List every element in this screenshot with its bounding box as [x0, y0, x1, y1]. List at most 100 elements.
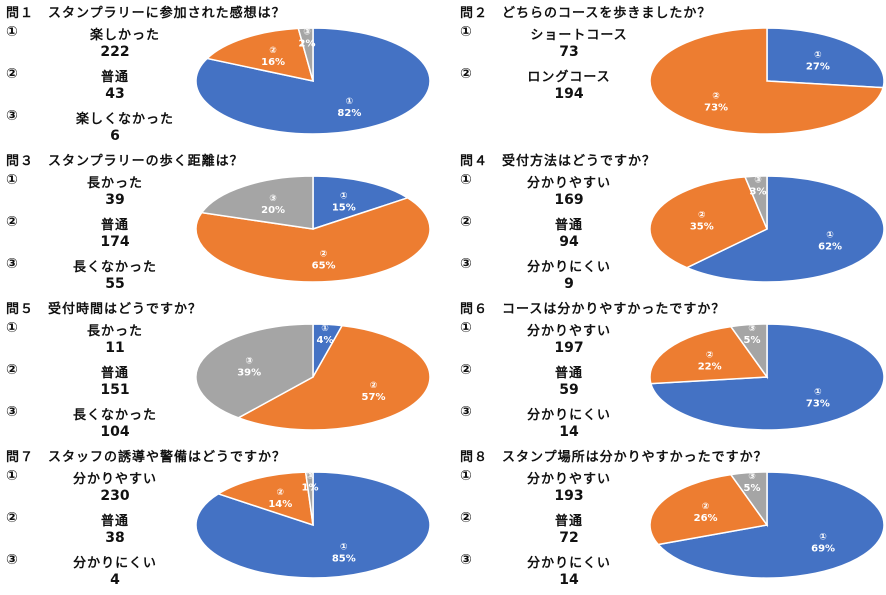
- option-number: ①: [6, 320, 18, 336]
- slice-percent-label: 85%: [332, 553, 356, 564]
- pie-slice: [743, 175, 768, 230]
- slice-percent-label: 39%: [237, 368, 261, 379]
- option-count: 43: [105, 86, 125, 102]
- pie-slice: [649, 27, 885, 135]
- option-number: ①: [460, 468, 472, 484]
- slice-percent-label: 20%: [261, 205, 285, 216]
- option-number: ②: [6, 362, 18, 378]
- question-title: 問４ 受付方法はどうですか？: [460, 154, 657, 169]
- pie-chart: ①85% ②14% ③1%: [195, 471, 431, 579]
- pie-chart: ①15% ②65% ③20%: [195, 175, 431, 283]
- question-title: 問６ コースは分かりやすかったですか？: [460, 302, 726, 317]
- option-label: 普通: [554, 514, 583, 529]
- option-number: ①: [6, 468, 18, 484]
- slice-number-label: ①: [346, 97, 354, 107]
- option-label: 長くなかった: [72, 260, 157, 275]
- slice-number-label: ③: [245, 357, 253, 367]
- pie-slice: [216, 471, 314, 527]
- pie-slice: [195, 323, 314, 419]
- option-label: 分かりやすい: [526, 324, 611, 339]
- pie-slice: [195, 197, 431, 283]
- option-number: ③: [6, 256, 18, 272]
- pie-slice: [649, 325, 769, 385]
- pie-chart: ①27% ②73%: [649, 27, 885, 135]
- pie-chart: ①62% ②35% ③3%: [649, 175, 885, 283]
- slice-percent-label: 57%: [362, 392, 386, 403]
- slice-number-label: ③: [754, 176, 762, 186]
- pie-slice: [312, 175, 410, 231]
- option-count: 4: [110, 572, 120, 588]
- question-title: 問３ スタンプラリーの歩く距離は？: [6, 154, 244, 169]
- option-label: 長かった: [86, 176, 143, 191]
- option-number: ①: [6, 24, 18, 40]
- slice-number-label: ②: [698, 210, 706, 220]
- slice-number-label: ②: [712, 91, 720, 101]
- option-count: 11: [105, 340, 125, 356]
- option-count: 6: [110, 128, 120, 144]
- option-label: 分かりにくい: [527, 556, 611, 571]
- survey-panel-q4: 問４ 受付方法はどうですか？ ① 分かりやすい 169 ② 普通 94 ③ 分かりにくい 9 ① 62…: [454, 148, 886, 296]
- option-number: ②: [460, 510, 472, 526]
- option-number: ①: [460, 24, 472, 40]
- survey-panel-q2: 問２ どちらのコースを歩きましたか？ ① ショートコース 73 ② ロングコース 194 ① 2…: [454, 0, 886, 148]
- option-number: ①: [460, 172, 472, 188]
- survey-panel-q6: 問６ コースは分かりやすかったですか？ ① 分かりやすい 197 ② 普通 59 ③ 分かりにく…: [454, 296, 886, 444]
- slice-percent-label: 27%: [806, 62, 830, 73]
- option-count: 9: [564, 276, 574, 292]
- slice-percent-label: 1%: [302, 483, 319, 494]
- question-title: 問８ スタンプ場所は分かりやすかったですか？: [460, 450, 768, 465]
- slice-percent-label: 15%: [332, 203, 356, 214]
- slice-percent-label: 4%: [317, 335, 334, 346]
- option-count: 14: [559, 424, 579, 440]
- slice-percent-label: 2%: [299, 39, 316, 50]
- slice-percent-label: 69%: [811, 543, 835, 554]
- pie-slice: [297, 27, 314, 82]
- slice-number-label: ①: [814, 51, 822, 61]
- slice-number-label: ③: [303, 28, 311, 38]
- option-label: 分かりにくい: [73, 556, 157, 571]
- option-label: 長くなかった: [72, 408, 157, 423]
- option-label: 普通: [100, 218, 129, 233]
- pie-slice: [304, 471, 314, 526]
- option-count: 197: [554, 340, 584, 356]
- survey-panel-q3: 問３ スタンプラリーの歩く距離は？ ① 長かった 39 ② 普通 174 ③ 長くなかった 55 ①…: [0, 148, 440, 296]
- pie-chart: ①4% ②57% ③39%: [195, 323, 431, 431]
- survey-panel-q1: 問１ スタンプラリーに参加された感想は？ ① 楽しかった 222 ② 普通 43 ③ 楽しくなか…: [0, 0, 440, 148]
- slice-percent-label: 65%: [312, 260, 336, 271]
- slice-number-label: ③: [748, 472, 756, 482]
- pie-slice: [766, 27, 885, 89]
- option-label: 普通: [554, 366, 583, 381]
- option-count: 151: [100, 382, 130, 398]
- option-number: ②: [6, 66, 18, 82]
- option-count: 169: [554, 192, 584, 208]
- slice-percent-label: 73%: [704, 102, 728, 113]
- pie-slice: [685, 175, 885, 283]
- option-count: 193: [554, 488, 584, 504]
- option-label: 分かりにくい: [527, 260, 611, 275]
- slice-number-label: ②: [706, 351, 714, 361]
- slice-number-label: ②: [370, 381, 378, 391]
- option-count: 222: [100, 44, 130, 60]
- option-number: ②: [460, 66, 472, 82]
- pie-slice: [205, 27, 315, 82]
- survey-panel-q8: 問８ スタンプ場所は分かりやすかったですか？ ① 分かりやすい 193 ② 普通 72 ③ 分か…: [454, 444, 886, 592]
- option-count: 72: [559, 530, 579, 546]
- option-number: ②: [460, 362, 472, 378]
- option-count: 14: [559, 572, 579, 588]
- option-label: 普通: [100, 514, 129, 529]
- slice-number-label: ③: [269, 194, 277, 204]
- pie-slice: [200, 175, 314, 230]
- survey-panel-q5: 問５ 受付時間はどうですか？ ① 長かった 11 ② 普通 151 ③ 長くなかった 104 ① 4%…: [0, 296, 440, 444]
- option-count: 174: [100, 234, 130, 250]
- slice-percent-label: 5%: [744, 335, 761, 346]
- question-title: 問１ スタンプラリーに参加された感想は？: [6, 6, 286, 21]
- pie-slice: [649, 473, 769, 546]
- slice-percent-label: 14%: [268, 499, 292, 510]
- slice-percent-label: 26%: [694, 513, 718, 524]
- option-count: 94: [559, 234, 579, 250]
- slice-percent-label: 5%: [744, 483, 761, 494]
- option-number: ③: [460, 256, 472, 272]
- pie-slice: [236, 324, 431, 431]
- pie-slice: [729, 323, 768, 380]
- slice-percent-label: 16%: [261, 57, 285, 68]
